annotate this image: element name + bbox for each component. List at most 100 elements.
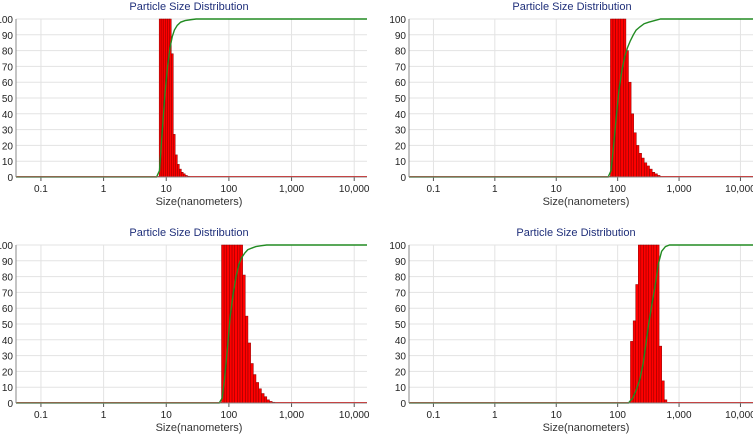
x-axis-label: Size(nanometers) xyxy=(543,422,630,434)
histogram-bar xyxy=(661,380,665,404)
x-tick-label: 100 xyxy=(609,410,626,421)
histogram-bar xyxy=(638,153,642,178)
y-tick-label: 20 xyxy=(395,141,407,152)
histogram-bar xyxy=(172,134,176,178)
chart-title: Particle Size Distribution xyxy=(512,1,631,13)
x-tick-label: 1 xyxy=(101,184,107,195)
histogram-bar xyxy=(165,18,168,178)
x-tick-label: 100 xyxy=(609,184,626,195)
y-tick-label: 60 xyxy=(395,304,407,315)
y-tick-label: 40 xyxy=(2,336,14,347)
y-tick-label: 90 xyxy=(2,257,14,268)
histogram-bar xyxy=(641,157,645,178)
y-tick-label: 40 xyxy=(395,336,407,347)
y-tick-label: 60 xyxy=(395,78,407,89)
x-tick-label: 10,000 xyxy=(725,410,753,421)
y-tick-label: 70 xyxy=(2,288,14,299)
x-tick-label: 1 xyxy=(492,184,498,195)
x-tick-label: 0.1 xyxy=(34,410,48,421)
x-tick-label: 1,000 xyxy=(667,410,692,421)
y-tick-label: 10 xyxy=(2,157,14,168)
y-tick-label: 100 xyxy=(389,241,406,252)
y-tick-label: 70 xyxy=(2,62,14,73)
y-tick-label: 20 xyxy=(2,141,14,152)
histogram-bar xyxy=(644,162,648,178)
y-tick-label: 20 xyxy=(395,367,407,378)
y-tick-label: 90 xyxy=(395,257,407,268)
y-tick-label: 50 xyxy=(395,94,407,105)
x-tick-label: 1 xyxy=(492,410,498,421)
x-tick-label: 10 xyxy=(161,184,173,195)
y-tick-label: 10 xyxy=(395,157,407,168)
x-tick-label: 1,000 xyxy=(279,184,304,195)
histogram-bar xyxy=(653,244,657,404)
x-tick-label: 1,000 xyxy=(279,410,304,421)
y-tick-label: 50 xyxy=(2,94,14,105)
y-tick-label: 70 xyxy=(395,288,407,299)
x-tick-label: 10 xyxy=(161,410,173,421)
histogram-bar xyxy=(643,244,647,404)
x-tick-label: 10,000 xyxy=(339,184,370,195)
y-tick-label: 80 xyxy=(2,273,14,284)
x-tick-label: 10 xyxy=(551,184,563,195)
y-tick-label: 10 xyxy=(395,383,407,394)
y-tick-label: 50 xyxy=(2,320,14,331)
histogram-bar xyxy=(253,374,257,404)
chart-title: Particle Size Distribution xyxy=(129,227,248,239)
y-tick-label: 0 xyxy=(400,173,406,184)
histogram-bar xyxy=(255,382,259,404)
y-tick-label: 30 xyxy=(2,126,14,137)
y-tick-label: 30 xyxy=(395,126,407,137)
cumulative-line xyxy=(16,18,367,178)
y-tick-label: 100 xyxy=(0,15,13,26)
histogram-bar xyxy=(652,172,656,178)
histogram-bar xyxy=(177,164,180,178)
chart-title: Particle Size Distribution xyxy=(516,227,635,239)
y-tick-label: 20 xyxy=(2,367,14,378)
y-tick-label: 0 xyxy=(7,173,13,184)
x-tick-label: 10,000 xyxy=(725,184,753,195)
histogram-bar xyxy=(646,165,650,178)
x-tick-label: 100 xyxy=(221,184,238,195)
y-tick-label: 40 xyxy=(2,110,14,121)
y-tick-label: 80 xyxy=(2,47,14,58)
histogram-bar xyxy=(231,244,235,404)
histogram-bar xyxy=(261,393,265,404)
histogram-bar xyxy=(650,244,655,404)
x-tick-label: 0.1 xyxy=(34,184,48,195)
histogram-bar xyxy=(160,18,164,178)
y-tick-label: 80 xyxy=(395,47,407,58)
histogram-bar xyxy=(640,244,644,404)
histogram-bar xyxy=(630,113,634,178)
cumulative-line xyxy=(16,244,367,404)
y-tick-label: 30 xyxy=(2,352,14,363)
y-tick-label: 40 xyxy=(395,110,407,121)
histogram-bar xyxy=(258,388,262,404)
x-tick-label: 10,000 xyxy=(339,410,370,421)
histogram-bar xyxy=(234,244,238,404)
histogram-bar xyxy=(623,18,627,178)
x-tick-label: 1 xyxy=(101,410,107,421)
y-tick-label: 100 xyxy=(389,15,406,26)
chart-panel-b: Particle Size Distribution B Size(nanome… xyxy=(389,1,753,208)
cumulative-line xyxy=(409,18,753,178)
histogram-bar xyxy=(636,145,640,178)
y-tick-label: 60 xyxy=(2,304,14,315)
histogram-bar xyxy=(625,50,629,178)
x-axis-label: Size(nanometers) xyxy=(156,196,243,208)
histogram-bar xyxy=(633,132,637,178)
histogram-bar xyxy=(628,81,632,178)
histogram-bar xyxy=(167,18,170,178)
histogram-bar xyxy=(245,315,249,404)
histogram-bar xyxy=(247,342,251,404)
histogram-bar xyxy=(221,244,225,404)
histogram-bar xyxy=(250,363,254,404)
x-tick-label: 0.1 xyxy=(426,410,440,421)
cumulative-line xyxy=(409,244,753,404)
chart-title: Particle Size Distribution xyxy=(129,1,248,13)
y-tick-label: 100 xyxy=(0,241,13,252)
y-tick-label: 90 xyxy=(2,31,14,42)
histogram-bar xyxy=(263,396,268,404)
y-tick-label: 0 xyxy=(400,399,406,410)
